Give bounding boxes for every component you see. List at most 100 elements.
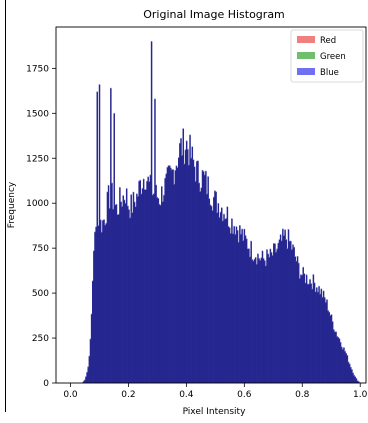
- histogram-bar: [342, 349, 344, 383]
- histogram-bar: [134, 206, 137, 383]
- histogram-bar: [271, 255, 274, 383]
- y-tick-label: 500: [32, 289, 49, 299]
- histogram-bar: [141, 188, 144, 383]
- histogram-bar: [90, 314, 93, 383]
- histogram-bar: [346, 355, 349, 383]
- histogram-bar: [124, 203, 127, 383]
- histogram-bar: [176, 167, 179, 383]
- histogram-bar: [85, 376, 87, 383]
- histogram-bar: [121, 206, 123, 383]
- histogram-bar: [183, 163, 186, 383]
- histogram-bar: [357, 381, 360, 383]
- histogram-bar: [127, 205, 129, 383]
- histogram-bar: [93, 250, 95, 383]
- histogram-bar: [269, 248, 272, 383]
- histogram-bar: [309, 279, 311, 383]
- histogram-bar: [148, 181, 151, 383]
- plot-frame: [55, 26, 367, 384]
- histogram-bar: [110, 88, 112, 383]
- histogram-bar: [157, 198, 160, 383]
- histogram-bar: [210, 206, 213, 383]
- histogram-bar: [241, 229, 243, 383]
- left-frame-line: [5, 0, 6, 412]
- histogram-bar: [123, 199, 126, 383]
- x-tick-label: 0.0: [63, 390, 78, 400]
- histogram-bar: [205, 171, 207, 383]
- histogram-bar: [347, 361, 350, 383]
- histogram-bar: [214, 190, 216, 383]
- histogram-bar: [193, 166, 196, 383]
- x-tick-label: 0.2: [121, 390, 135, 400]
- histogram-bar: [216, 212, 218, 383]
- histogram-bar: [89, 339, 92, 383]
- histogram-bar: [115, 204, 118, 383]
- histogram-bar: [338, 338, 341, 383]
- histogram-bar: [317, 292, 319, 383]
- histogram-bar: [194, 181, 197, 383]
- histogram-bar: [166, 167, 169, 383]
- histogram-bar: [202, 171, 205, 383]
- histogram-bar: [223, 214, 225, 383]
- histogram-bar: [300, 274, 302, 383]
- histogram-bar: [122, 195, 125, 383]
- histogram-bar: [329, 315, 332, 383]
- histogram-bar: [225, 218, 228, 383]
- y-tick-label: 0: [43, 379, 49, 389]
- histogram-bar: [159, 205, 162, 383]
- histogram-bar: [82, 381, 85, 383]
- histogram-bar: [319, 294, 321, 383]
- histogram-bar: [264, 260, 266, 383]
- histogram-bar: [307, 283, 309, 383]
- histogram-bar: [243, 229, 246, 383]
- histogram-bar: [258, 258, 260, 383]
- histogram-bar: [327, 310, 329, 383]
- histogram-bar: [295, 261, 298, 383]
- histogram-bar: [261, 250, 264, 383]
- histogram-bar: [130, 194, 132, 383]
- histogram-bar: [253, 259, 256, 383]
- histogram-bar: [294, 256, 297, 383]
- histogram-bar: [336, 336, 338, 383]
- histogram-bar: [208, 198, 211, 383]
- histogram-bar: [94, 231, 96, 383]
- y-tick-label: 1500: [26, 109, 49, 119]
- histogram-bar: [230, 233, 232, 383]
- histogram-bar: [278, 239, 281, 383]
- y-tick-label: 1250: [26, 154, 49, 164]
- histogram-bar: [142, 178, 145, 383]
- histogram-bar: [118, 214, 120, 383]
- histogram-bar: [284, 229, 286, 383]
- histogram-bar: [260, 257, 263, 383]
- histogram-bar: [321, 297, 324, 383]
- histogram-bar: [244, 235, 247, 383]
- histogram-bar: [290, 241, 292, 383]
- histogram-bar: [133, 201, 136, 383]
- histogram-bar: [350, 367, 352, 383]
- histogram-bar: [106, 192, 109, 383]
- histogram-bar: [95, 226, 97, 383]
- histogram-bar: [145, 189, 147, 383]
- histogram-bar: [215, 191, 217, 383]
- histogram-bar: [209, 204, 212, 383]
- histogram-bar: [224, 218, 226, 383]
- histogram-bar: [303, 273, 306, 383]
- histogram-bar: [211, 210, 214, 383]
- histogram-bar: [234, 234, 237, 383]
- histogram-bar: [232, 233, 234, 383]
- histogram-bar: [276, 248, 278, 383]
- histogram-bar: [233, 226, 235, 383]
- histogram-bar: [304, 282, 307, 383]
- histogram-bar: [291, 249, 293, 383]
- histogram-bar: [331, 321, 334, 383]
- histogram-bar: [268, 257, 271, 383]
- histogram-bar: [267, 253, 269, 383]
- histogram-bar: [158, 204, 161, 383]
- histogram-bar: [196, 161, 198, 383]
- histogram-bar: [334, 331, 336, 383]
- histogram-bar: [320, 288, 323, 383]
- histogram-bar: [187, 149, 189, 383]
- histogram-bar: [172, 169, 174, 383]
- histogram-bars: [81, 40, 361, 384]
- histogram-bar: [328, 312, 330, 383]
- histogram-bar: [308, 284, 310, 383]
